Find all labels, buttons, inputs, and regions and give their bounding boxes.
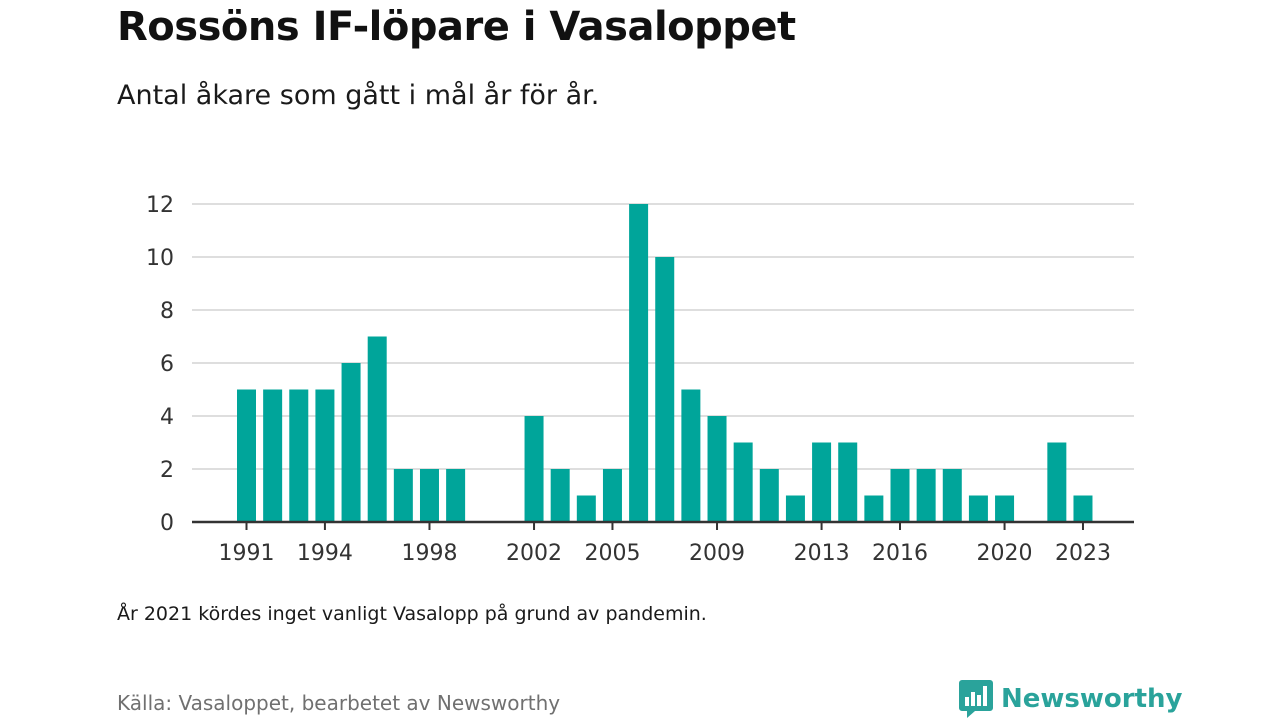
y-tick-label: 12 [146, 193, 174, 218]
axes: 0 2 4 6 8 10 12 1991 1994 1998 2002 2005 2009 2013 201… [146, 193, 1134, 566]
bars [237, 204, 1093, 522]
bar-1998 [419, 469, 439, 522]
bar-2016 [890, 469, 910, 522]
newsworthy-logo: Newsworthy [959, 680, 1182, 718]
x-tick-label: 2020 [977, 541, 1033, 566]
bar-2004 [576, 495, 596, 522]
bar-2006 [629, 204, 649, 522]
x-tick-label: 1991 [219, 541, 275, 566]
y-tick-label: 6 [160, 352, 174, 377]
bar-2012 [785, 495, 805, 522]
bar-2003 [550, 469, 570, 522]
bar-2014 [838, 442, 858, 522]
bar-2005 [602, 469, 622, 522]
x-tick-label: 1998 [401, 541, 457, 566]
y-tick-label: 4 [160, 405, 174, 430]
y-tick-label: 8 [160, 299, 174, 324]
bar-2002 [524, 416, 544, 522]
bar-2023 [1073, 495, 1093, 522]
x-tick-label: 2002 [506, 541, 562, 566]
bar-2013 [812, 442, 832, 522]
bar-1992 [263, 389, 283, 522]
x-tick-label: 2013 [794, 541, 850, 566]
bar-1996 [367, 336, 387, 522]
bar-2018 [942, 469, 962, 522]
bar-1993 [289, 389, 309, 522]
bar-2008 [681, 389, 701, 522]
bar-2011 [759, 469, 779, 522]
bar-2020 [995, 495, 1015, 522]
bar-1995 [341, 363, 361, 522]
bar-1997 [393, 469, 413, 522]
y-tick-label: 0 [160, 511, 174, 536]
x-tick-label: 2009 [689, 541, 745, 566]
bar-2007 [655, 257, 675, 522]
bar-2017 [916, 469, 936, 522]
bar-1994 [315, 389, 335, 522]
bar-2009 [707, 416, 727, 522]
x-tick-label: 2005 [584, 541, 640, 566]
source-text: Källa: Vasaloppet, bearbetet av Newswort… [117, 691, 561, 715]
bar-chart: 0 2 4 6 8 10 12 1991 1994 1998 2002 2005 2009 2013 201… [146, 193, 1134, 566]
bar-1999 [446, 469, 466, 522]
chart-subtitle: Antal åkare som gått i mål år för år. [117, 80, 600, 111]
brand-name: Newsworthy [1001, 684, 1183, 714]
x-tick-label: 2016 [872, 541, 928, 566]
chart-note: År 2021 kördes inget vanligt Vasalopp på… [117, 603, 707, 625]
newsworthy-logo-icon [959, 680, 993, 718]
bar-2019 [968, 495, 988, 522]
bar-1991 [237, 389, 256, 522]
y-tick-label: 2 [160, 458, 174, 483]
bar-2010 [733, 442, 753, 522]
x-tick-label: 2023 [1055, 541, 1111, 566]
bar-2015 [864, 495, 884, 522]
x-tick-label: 1994 [297, 541, 353, 566]
bar-2022 [1047, 442, 1067, 522]
chart-title: Rossöns IF-löpare i Vasaloppet [117, 4, 796, 50]
y-tick-label: 10 [146, 246, 174, 271]
